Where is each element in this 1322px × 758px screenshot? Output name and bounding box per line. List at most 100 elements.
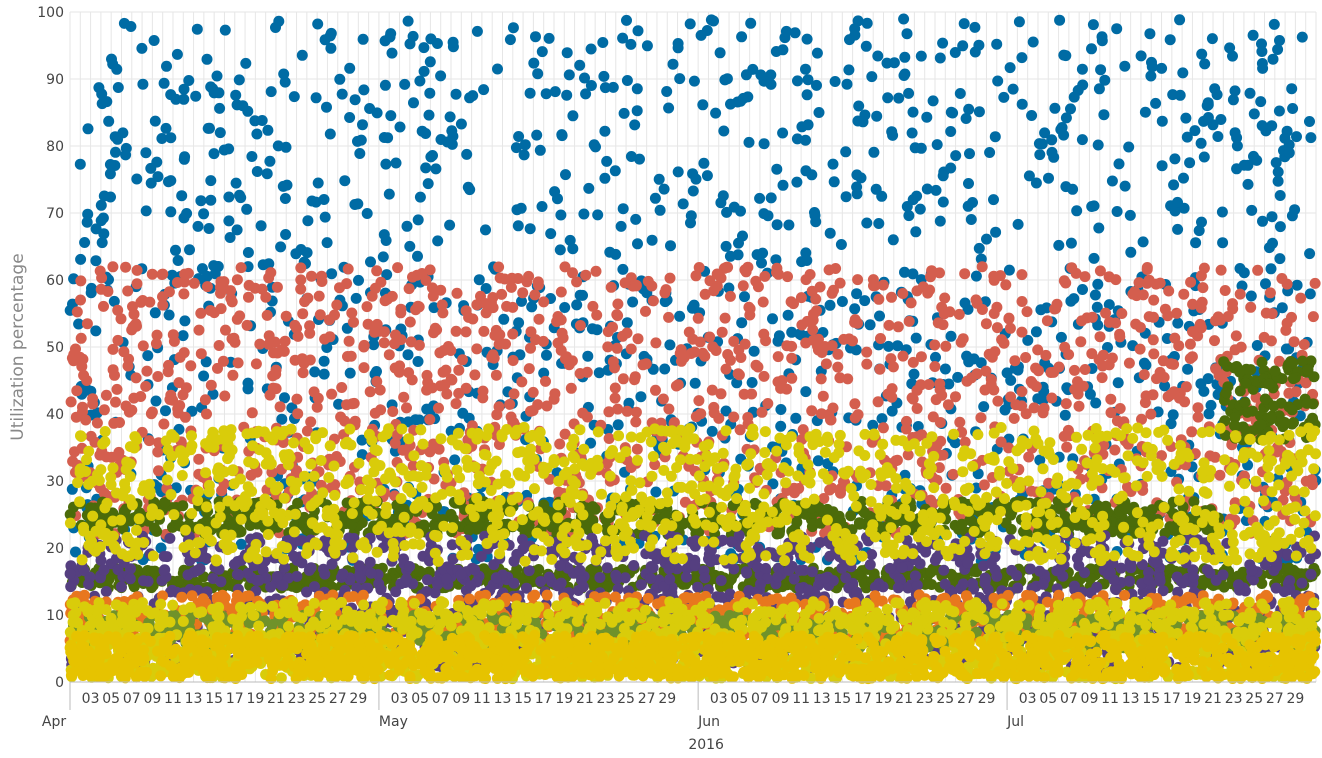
- data-point: [356, 434, 368, 446]
- data-point: [224, 232, 236, 243]
- data-point: [1137, 236, 1149, 248]
- data-point: [136, 42, 148, 54]
- data-point: [1076, 63, 1088, 75]
- data-point: [754, 192, 766, 204]
- data-point: [205, 175, 217, 187]
- data-point: [378, 337, 390, 349]
- data-point: [903, 315, 915, 327]
- data-point: [1076, 315, 1088, 327]
- data-point: [1141, 264, 1153, 275]
- data-point: [893, 92, 905, 104]
- data-point: [907, 194, 919, 206]
- data-point: [288, 91, 300, 103]
- data-point: [507, 355, 519, 366]
- data-point: [585, 43, 597, 55]
- data-point: [1012, 218, 1024, 230]
- data-point: [185, 360, 197, 372]
- data-point: [500, 338, 511, 350]
- data-point: [1016, 326, 1028, 338]
- data-point: [939, 363, 951, 375]
- data-point: [780, 25, 792, 37]
- data-point: [934, 52, 946, 64]
- data-point: [1199, 58, 1211, 70]
- data-point: [1069, 364, 1080, 376]
- data-point: [96, 237, 108, 249]
- data-point: [188, 277, 200, 289]
- data-point: [289, 319, 301, 331]
- data-point: [426, 382, 438, 394]
- data-point: [1259, 393, 1271, 405]
- data-point: [532, 279, 544, 291]
- data-point: [304, 327, 316, 339]
- data-point: [487, 302, 499, 314]
- data-point: [835, 239, 847, 250]
- data-point: [883, 319, 895, 331]
- data-point: [1291, 279, 1303, 291]
- data-point: [1147, 334, 1159, 346]
- data-point: [1075, 336, 1087, 348]
- data-point: [1113, 158, 1125, 170]
- data-point: [292, 330, 304, 342]
- data-point: [1195, 137, 1207, 149]
- data-point: [861, 17, 873, 29]
- data-point: [1242, 178, 1254, 190]
- data-point: [135, 296, 147, 308]
- data-point: [1099, 74, 1111, 86]
- data-point: [510, 142, 522, 154]
- data-point: [1245, 290, 1257, 302]
- data-point: [602, 341, 614, 353]
- data-point: [725, 98, 736, 110]
- data-point: [777, 179, 789, 191]
- data-point: [611, 309, 623, 321]
- data-point: [1110, 274, 1122, 286]
- data-point: [915, 351, 927, 363]
- data-point: [724, 354, 736, 366]
- data-point: [75, 275, 87, 287]
- data-point: [115, 313, 127, 325]
- data-point: [255, 220, 267, 232]
- data-point: [654, 204, 666, 216]
- data-point: [899, 266, 910, 278]
- data-point: [204, 305, 216, 316]
- data-point: [710, 107, 722, 119]
- data-point: [915, 379, 927, 391]
- data-point: [480, 224, 491, 236]
- data-point: [344, 367, 356, 379]
- data-point: [815, 373, 827, 385]
- data-point: [688, 299, 700, 311]
- data-point: [899, 51, 911, 63]
- data-point: [836, 296, 848, 307]
- data-point: [435, 70, 447, 82]
- data-point: [450, 88, 462, 100]
- data-point: [1005, 391, 1017, 403]
- data-point: [1251, 154, 1263, 166]
- data-point: [212, 261, 224, 272]
- data-point: [444, 219, 456, 231]
- data-point: [357, 33, 369, 45]
- data-point: [1016, 400, 1028, 412]
- data-point: [241, 319, 253, 331]
- data-point: [882, 388, 894, 400]
- data-point: [464, 92, 476, 104]
- data-point: [1041, 315, 1053, 327]
- data-point: [936, 389, 948, 401]
- data-point: [1266, 211, 1278, 223]
- data-point: [151, 329, 163, 341]
- data-point: [1283, 562, 1295, 574]
- data-point: [650, 486, 662, 498]
- data-point: [1040, 349, 1052, 361]
- data-point: [226, 333, 238, 345]
- data-point: [1095, 64, 1107, 76]
- data-point: [275, 241, 287, 253]
- data-point: [1030, 326, 1042, 338]
- data-point: [1255, 96, 1267, 108]
- data-point: [991, 570, 1003, 582]
- data-point: [1267, 53, 1279, 65]
- data-point: [199, 394, 211, 406]
- data-point: [1105, 393, 1117, 405]
- data-point: [1077, 79, 1089, 91]
- data-point: [401, 402, 412, 414]
- data-point: [422, 178, 434, 190]
- data-point: [767, 313, 778, 325]
- data-point: [800, 134, 811, 146]
